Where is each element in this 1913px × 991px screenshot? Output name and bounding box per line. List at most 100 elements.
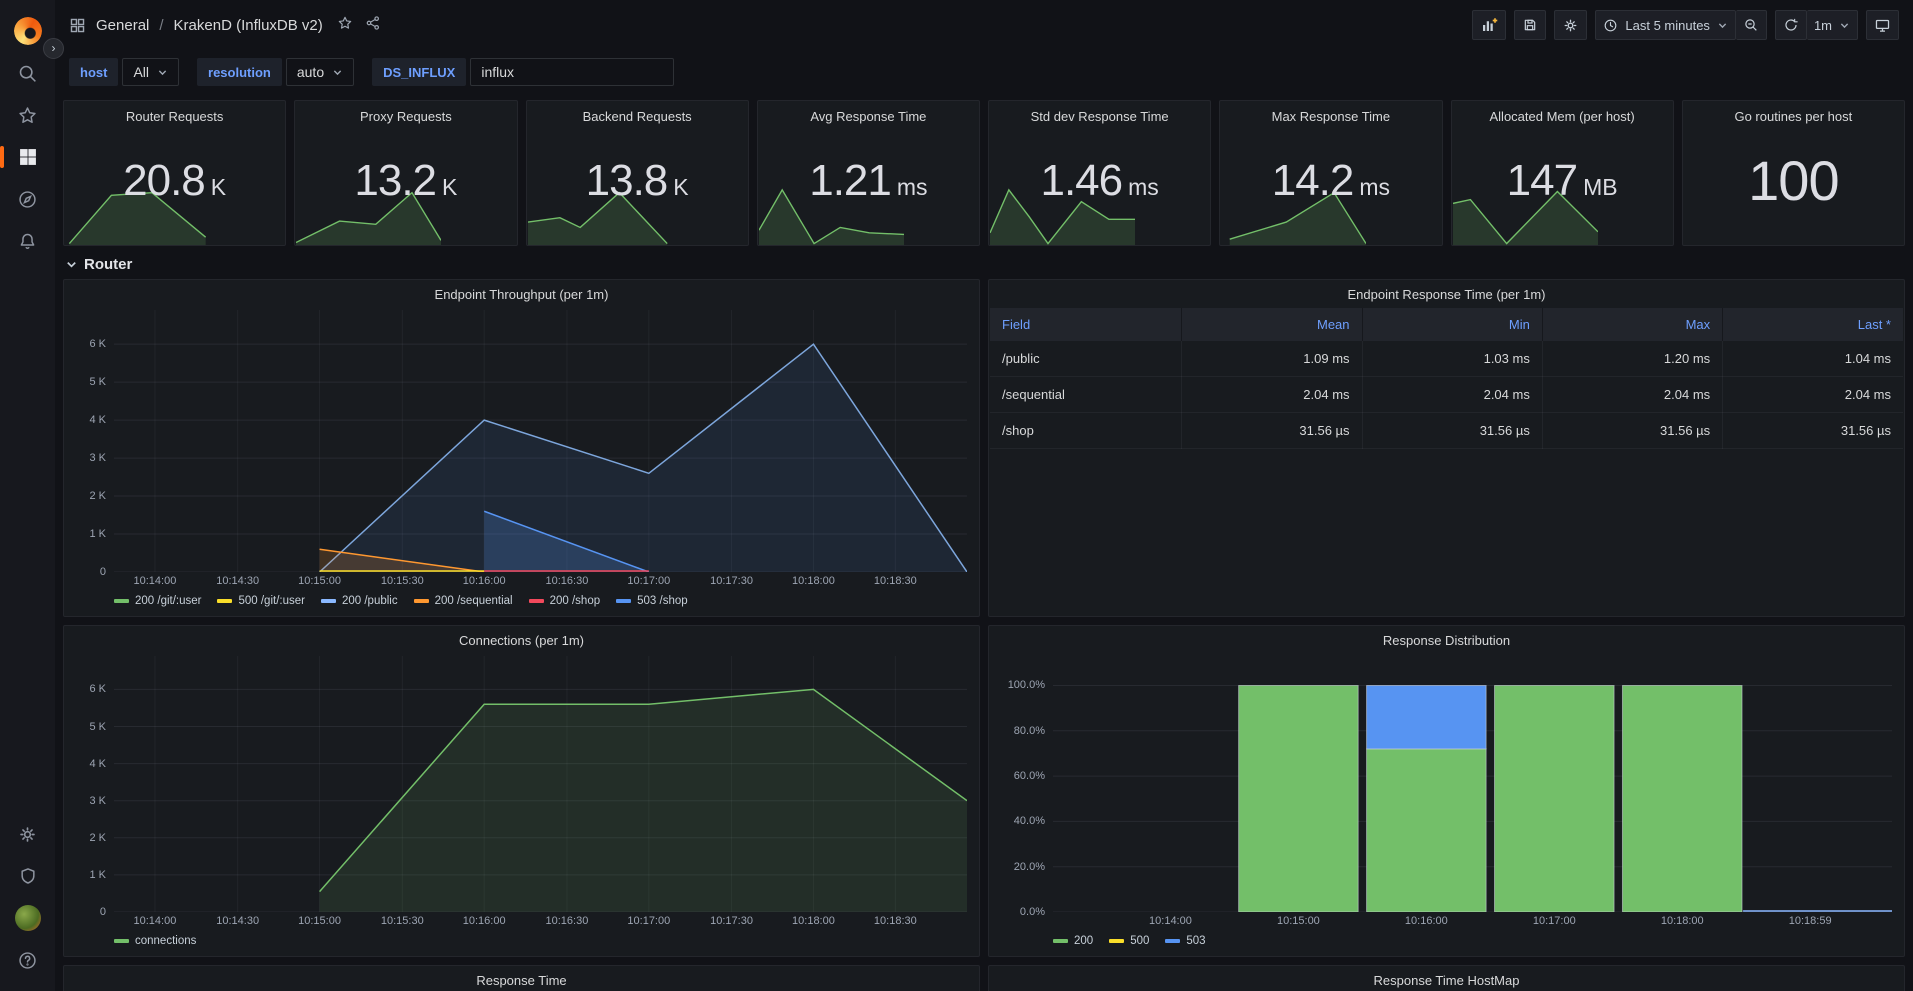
zoom-out-time-button[interactable] xyxy=(1735,10,1767,40)
legend-item[interactable]: 500 /git/:user xyxy=(217,595,305,607)
y-tick-label: 2 K xyxy=(89,490,106,503)
stat-value-number: 20.8 xyxy=(123,156,206,205)
stat-panel-6[interactable]: Allocated Mem (per host) 147 MB xyxy=(1450,100,1674,246)
column-header-field[interactable]: Field xyxy=(990,308,1183,341)
table-cell: 31.56 µs xyxy=(1362,412,1543,449)
y-tick-label: 0 xyxy=(99,906,106,918)
stat-title: Router Requests xyxy=(125,109,224,124)
y-axis: 0 1 K 2 K 3 K 4 K 5 K 6 K xyxy=(72,310,114,578)
legend-item[interactable]: 500 xyxy=(1109,935,1149,947)
stat-value-number: 14.2 xyxy=(1271,156,1355,205)
table-row: /public 1.09 ms 1.03 ms 1.20 ms 1.04 ms xyxy=(990,341,1903,377)
table-cell: 1.04 ms xyxy=(1722,341,1903,377)
stat-panel-4[interactable]: Std dev Response Time 1.46 ms xyxy=(988,100,1212,246)
search-icon[interactable] xyxy=(6,52,50,94)
variable-host: host All xyxy=(69,58,180,86)
explore-compass-icon[interactable] xyxy=(6,178,50,220)
server-admin-shield-icon[interactable] xyxy=(6,855,50,897)
stat-panel-0[interactable]: Router Requests 20.8 K xyxy=(63,100,287,246)
dashboard-settings-button[interactable] xyxy=(1554,10,1588,40)
legend-item[interactable]: 200 /git/:user xyxy=(114,595,201,607)
panel-title-endpoint-throughput[interactable]: Endpoint Throughput (per 1m) xyxy=(434,286,609,302)
panel-title-connections[interactable]: Connections (per 1m) xyxy=(459,632,584,648)
variable-host-value-dropdown[interactable]: All xyxy=(122,58,180,86)
share-icon[interactable] xyxy=(365,15,381,35)
plot-area[interactable] xyxy=(114,310,967,572)
table-row: /shop 31.56 µs 31.56 µs 31.56 µs 31.56 µs xyxy=(990,412,1903,449)
legend-item[interactable]: 200 /public xyxy=(320,595,398,607)
legend-item[interactable]: connections xyxy=(114,935,196,947)
legend-label: 200 /shop xyxy=(549,595,601,607)
column-header-mean[interactable]: Mean xyxy=(1181,308,1363,341)
user-avatar[interactable] xyxy=(6,897,50,939)
stat-sparkline xyxy=(527,187,673,245)
dashboard-title[interactable]: KrakenD (InfluxDB v2) xyxy=(173,16,323,34)
table-cell: 2.04 ms xyxy=(1542,376,1724,413)
stat-title: Proxy Requests xyxy=(359,109,452,124)
sidebar-item-dashboards[interactable] xyxy=(0,136,50,178)
sidebar xyxy=(0,0,55,991)
save-dashboard-button[interactable] xyxy=(1514,10,1547,40)
column-header-last-[interactable]: Last * xyxy=(1722,308,1903,341)
favorite-star-icon[interactable] xyxy=(337,15,353,35)
refresh-group: 1m xyxy=(1774,10,1858,40)
x-tick-label: 10:18:00 xyxy=(792,915,835,927)
section-header-router[interactable]: Router xyxy=(55,246,1913,279)
tv-kiosk-mode-button[interactable] xyxy=(1866,10,1899,40)
legend-item[interactable]: 200 /sequential xyxy=(413,595,513,607)
starred-icon[interactable] xyxy=(6,94,50,136)
sidebar-expand-chevron[interactable]: › xyxy=(43,38,64,59)
time-range-label: Last 5 minutes xyxy=(1625,17,1710,33)
grafana-logo-icon[interactable] xyxy=(6,10,50,52)
panel-title-response-time[interactable]: Response Time xyxy=(476,972,567,988)
plot-area[interactable] xyxy=(1053,656,1892,912)
legend-item[interactable]: 200 /shop xyxy=(528,595,601,607)
stat-value-wrap: 13.2 K xyxy=(295,101,516,245)
legend-item[interactable]: 200 xyxy=(1053,935,1093,947)
stat-sparkline xyxy=(990,187,1135,245)
y-tick-label: 0.0% xyxy=(1019,906,1045,918)
panel-title-response-distribution[interactable]: Response Distribution xyxy=(1382,632,1511,648)
alerting-bell-icon[interactable] xyxy=(6,220,50,262)
add-panel-button[interactable] xyxy=(1472,10,1507,40)
legend-item[interactable]: 503 xyxy=(1165,935,1206,947)
help-icon[interactable] xyxy=(6,939,50,981)
stat-panel-5[interactable]: Max Response Time 14.2 ms xyxy=(1219,100,1443,246)
legend-item[interactable]: 503 /shop xyxy=(616,595,688,607)
panel-title-endpoint-response-time[interactable]: Endpoint Response Time (per 1m) xyxy=(1347,286,1546,302)
column-header-max[interactable]: Max xyxy=(1542,308,1724,341)
legend-label: 200 /sequential xyxy=(434,595,513,607)
endpoint-throughput-chart[interactable]: 0 1 K 2 K 3 K 4 K 5 K 6 K 10:14:00 10:14:30 10:15… xyxy=(64,308,979,616)
plot-area[interactable] xyxy=(114,656,967,912)
response-distribution-chart[interactable]: 0.0% 20.0% 40.0% 60.0% 80.0% 100.0% 10:14:00 10… xyxy=(989,654,1904,956)
stat-title: Avg Response Time xyxy=(810,109,927,124)
variable-resolution-value: auto xyxy=(296,64,325,80)
connections-chart[interactable]: 0 1 K 2 K 3 K 4 K 5 K 6 K 10:14:00 10:14:30 10:15… xyxy=(64,654,979,956)
stat-value: 147 MB xyxy=(1507,159,1618,203)
panel-title-response-time-hostmap[interactable]: Response Time HostMap xyxy=(1373,972,1520,988)
x-tick-label: 10:17:30 xyxy=(710,575,753,587)
y-tick-label: 20.0% xyxy=(1013,860,1045,873)
column-header-min[interactable]: Min xyxy=(1362,308,1543,341)
refresh-button[interactable] xyxy=(1774,10,1807,40)
breadcrumb-section[interactable]: General xyxy=(96,16,150,34)
time-range-picker[interactable]: Last 5 minutes xyxy=(1595,10,1736,40)
stat-value-wrap: 147 MB xyxy=(1452,101,1673,245)
table-cell: 31.56 µs xyxy=(1722,412,1903,449)
stat-value-number: 13.8 xyxy=(585,156,669,205)
variable-host-value: All xyxy=(133,64,150,80)
stat-panel-3[interactable]: Avg Response Time 1.21 ms xyxy=(756,100,980,246)
variable-resolution: resolution auto xyxy=(197,58,355,86)
breadcrumb-separator: / xyxy=(159,16,164,34)
configuration-gear-icon[interactable] xyxy=(6,813,50,855)
stat-value: 20.8 K xyxy=(123,159,226,203)
stat-panel-2[interactable]: Backend Requests 13.8 K xyxy=(525,100,749,246)
x-tick-label: 10:17:00 xyxy=(627,575,671,587)
stat-panel-7[interactable]: Go routines per host 100 xyxy=(1681,100,1905,246)
stat-panel-1[interactable]: Proxy Requests 13.2 K xyxy=(294,100,518,246)
variable-ds-influx-input[interactable] xyxy=(470,58,675,86)
chart-legend: connections xyxy=(110,930,967,952)
y-tick-label: 4 K xyxy=(89,757,106,770)
refresh-interval-dropdown[interactable]: 1m xyxy=(1806,10,1858,40)
variable-resolution-value-dropdown[interactable]: auto xyxy=(285,58,355,86)
